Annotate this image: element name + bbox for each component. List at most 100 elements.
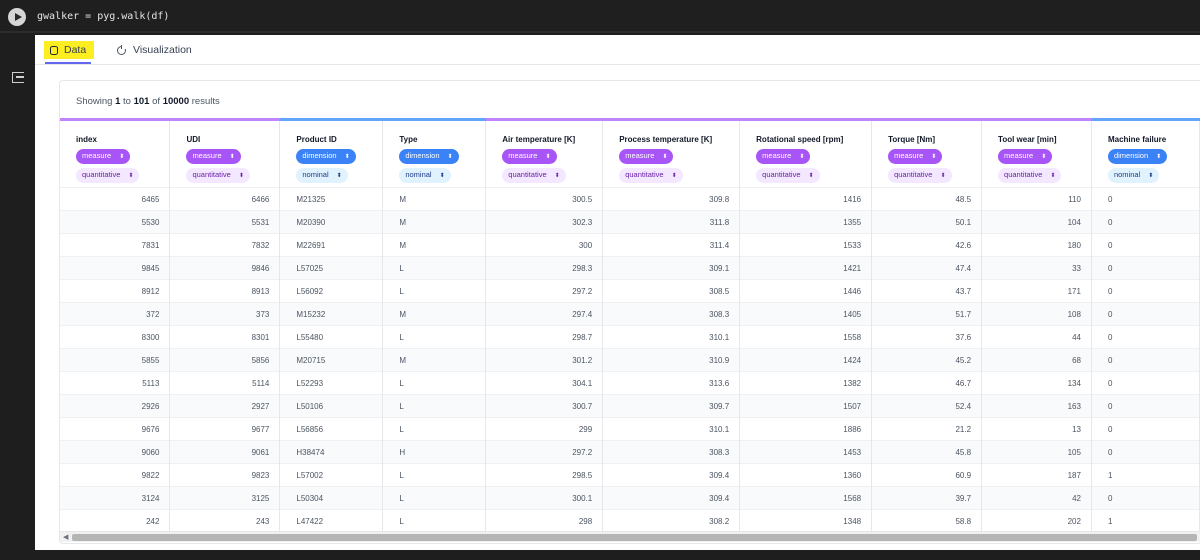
role-dropdown[interactable]: measure ⬍: [888, 149, 943, 164]
table-row: 9822 9823 L57002 L 298.5 309.4 1360 60.9 187 1: [60, 463, 1200, 487]
type-dropdown[interactable]: quantitative ⬍: [76, 168, 140, 183]
table-row: 2926 2927 L50106 L 300.7 309.7 1507 52.4 163 0: [60, 394, 1200, 418]
table-row: 5530 5531 M20390 M 302.3 311.8 1355 50.1 104 0: [60, 210, 1200, 234]
column-header[interactable]: Process temperature [K] measure ⬍ quantitat…: [602, 118, 741, 188]
table-cell: 1421: [739, 256, 873, 280]
tab-visualization-label: Visualization: [133, 44, 192, 56]
role-dropdown[interactable]: measure ⬍: [619, 149, 674, 164]
type-dropdown[interactable]: nominal ⬍: [1107, 168, 1160, 183]
type-label: quantitative: [82, 170, 121, 179]
table-cell: 60.9: [871, 463, 983, 487]
data-table: index measure ⬍ quantitative ⬍ UDI measure ⬍ qua…: [60, 118, 1200, 533]
summary-prefix: Showing: [76, 96, 113, 107]
table-cell: 1568: [739, 486, 873, 510]
table-cell: M15232: [279, 302, 384, 326]
table-cell: 308.2: [602, 509, 741, 533]
scrollbar-thumb[interactable]: [72, 534, 1197, 541]
play-icon[interactable]: [8, 8, 26, 26]
data-table-card: Showing 1 to 101 of 10000 results index m…: [59, 80, 1200, 544]
column-header[interactable]: index measure ⬍ quantitative ⬍: [60, 118, 171, 188]
tab-data[interactable]: Data: [44, 41, 94, 59]
table-cell: 308.5: [602, 279, 741, 303]
role-dropdown[interactable]: measure ⬍: [502, 149, 557, 164]
type-dropdown[interactable]: nominal ⬍: [399, 168, 451, 183]
caret-up-down-icon: ⬍: [439, 173, 445, 179]
role-dropdown[interactable]: dimension ⬍: [399, 149, 459, 164]
type-label: quantitative: [192, 170, 231, 179]
table-cell: 309.1: [602, 256, 741, 280]
table-cell: L: [382, 325, 487, 349]
role-dropdown[interactable]: measure ⬍: [186, 149, 241, 164]
role-dropdown[interactable]: measure ⬍: [76, 149, 131, 164]
table-cell: 45.8: [871, 440, 983, 464]
table-cell: 5855: [60, 348, 171, 372]
table-cell: 52.4: [871, 394, 983, 418]
caret-up-down-icon: ⬍: [238, 173, 244, 179]
type-dropdown[interactable]: nominal ⬍: [296, 168, 348, 183]
tab-visualization[interactable]: Visualization: [117, 41, 192, 59]
type-label: nominal: [302, 170, 329, 179]
table-cell: 302.3: [485, 210, 604, 234]
output-redirect-icon[interactable]: [12, 72, 24, 83]
table-cell: L: [382, 463, 487, 487]
table-cell: 308.3: [602, 302, 741, 326]
role-dropdown[interactable]: dimension ⬍: [296, 149, 356, 164]
caret-up-down-icon: ⬍: [671, 173, 677, 179]
role-dropdown[interactable]: dimension ⬍: [1107, 149, 1168, 164]
column-header[interactable]: Tool wear [min] measure ⬍ quantitative ⬍: [981, 118, 1092, 188]
table-cell: 163: [981, 394, 1092, 418]
table-cell: 300.1: [485, 486, 604, 510]
role-label: measure: [625, 151, 655, 160]
caret-up-down-icon: ⬍: [662, 154, 668, 160]
table-cell: 0: [1091, 279, 1200, 303]
horizontal-scrollbar[interactable]: ◀: [60, 531, 1200, 542]
table-row: 7831 7832 M22691 M 300 311.4 1533 42.6 180 0: [60, 233, 1200, 257]
table-cell: 1507: [739, 394, 873, 418]
caret-up-down-icon: ⬍: [1156, 154, 1162, 160]
role-label: measure: [508, 151, 538, 160]
caret-up-down-icon: ⬍: [128, 173, 134, 179]
table-cell: 1360: [739, 463, 873, 487]
type-dropdown[interactable]: quantitative ⬍: [888, 168, 952, 183]
table-cell: 0: [1091, 348, 1200, 372]
table-cell: 310.9: [602, 348, 741, 372]
table-cell: 1382: [739, 371, 873, 395]
table-cell: 5113: [60, 371, 171, 395]
column-header[interactable]: UDI measure ⬍ quantitative ⬍: [169, 118, 281, 188]
column-header[interactable]: Product ID dimension ⬍ nominal ⬍: [279, 118, 384, 188]
table-cell: 9845: [60, 256, 171, 280]
chart-icon: [117, 44, 126, 55]
type-dropdown[interactable]: quantitative ⬍: [186, 168, 250, 183]
table-cell: 7832: [169, 233, 281, 257]
table-cell: L50304: [279, 486, 384, 510]
type-label: quantitative: [625, 170, 664, 179]
type-dropdown[interactable]: quantitative ⬍: [619, 168, 683, 183]
table-cell: 6465: [60, 187, 171, 211]
column-header[interactable]: Type dimension ⬍ nominal ⬍: [382, 118, 487, 188]
scroll-left-arrow-icon[interactable]: ◀: [63, 534, 69, 541]
table-row: 242 243 L47422 L 298 308.2 1348 58.8 202 1: [60, 509, 1200, 533]
table-cell: 0: [1091, 210, 1200, 234]
table-cell: 301.2: [485, 348, 604, 372]
column-header[interactable]: Machine failure dimension ⬍ nominal ⬍: [1091, 118, 1200, 188]
table-row: 9676 9677 L56856 L 299 310.1 1886 21.2 13 0: [60, 417, 1200, 441]
table-cell: 8300: [60, 325, 171, 349]
column-header[interactable]: Air temperature [K] measure ⬍ quantitative ⬍: [485, 118, 604, 188]
table-cell: L56092: [279, 279, 384, 303]
table-header-row: index measure ⬍ quantitative ⬍ UDI measure ⬍ qua…: [60, 118, 1200, 188]
column-header[interactable]: Rotational speed [rpm] measure ⬍ quantitati…: [739, 118, 873, 188]
role-dropdown[interactable]: measure ⬍: [756, 149, 811, 164]
code-input[interactable]: gwalker = pyg.walk(df): [37, 11, 170, 22]
type-label: quantitative: [508, 170, 547, 179]
table-cell: M22691: [279, 233, 384, 257]
type-dropdown[interactable]: quantitative ⬍: [502, 168, 566, 183]
type-dropdown[interactable]: quantitative ⬍: [756, 168, 820, 183]
table-cell: 9822: [60, 463, 171, 487]
table-cell: 33: [981, 256, 1092, 280]
type-dropdown[interactable]: quantitative ⬍: [998, 168, 1062, 183]
table-cell: 1405: [739, 302, 873, 326]
role-dropdown[interactable]: measure ⬍: [998, 149, 1053, 164]
summary-of-word: of: [152, 96, 161, 107]
column-header[interactable]: Torque [Nm] measure ⬍ quantitative ⬍: [871, 118, 983, 188]
table-cell: 9823: [169, 463, 281, 487]
